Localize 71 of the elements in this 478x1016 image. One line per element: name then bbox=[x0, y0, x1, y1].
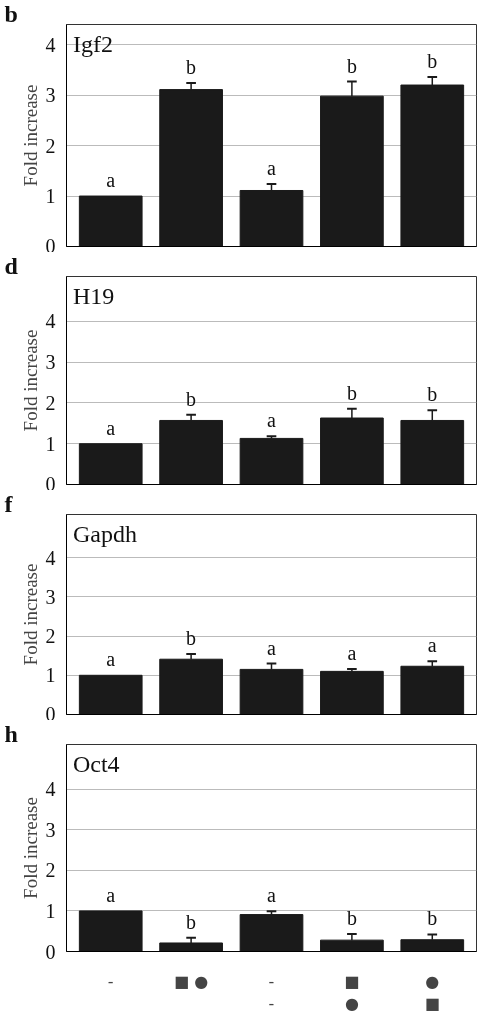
data-label: b bbox=[186, 387, 197, 410]
bar bbox=[159, 419, 223, 485]
bar bbox=[239, 914, 304, 952]
y-tick-label: 4 bbox=[45, 33, 56, 56]
y-tick-label: 3 bbox=[45, 818, 56, 841]
y-axis-title: Fold increase bbox=[19, 797, 41, 899]
data-label: a bbox=[267, 409, 277, 432]
bar bbox=[400, 665, 465, 715]
data-label: a bbox=[427, 634, 437, 657]
y-tick-label: 1 bbox=[45, 899, 56, 922]
chart-title: Oct4 bbox=[72, 750, 120, 777]
text: d bbox=[4, 252, 19, 279]
chart-title: Gapdh bbox=[72, 520, 137, 547]
data-label: b bbox=[427, 49, 438, 72]
text: f bbox=[4, 490, 14, 517]
bar bbox=[239, 437, 304, 485]
data-label: a bbox=[106, 169, 116, 192]
chart-title: H19 bbox=[72, 282, 115, 309]
bar bbox=[78, 443, 143, 485]
y-tick-label: 1 bbox=[45, 664, 56, 687]
y-tick-label: 3 bbox=[45, 585, 56, 608]
x-tick-label: - - bbox=[268, 971, 275, 1014]
data-label: b bbox=[427, 907, 438, 930]
data-label: b bbox=[346, 54, 357, 77]
y-tick-label: 0 bbox=[45, 234, 56, 257]
x-tick-label: - bbox=[107, 971, 114, 991]
y-tick-label: 1 bbox=[45, 185, 56, 208]
data-label: a bbox=[106, 648, 116, 671]
x-tick-label: ■ ● bbox=[174, 971, 209, 991]
chart-title: Igf2 bbox=[72, 30, 113, 57]
data-label: a bbox=[267, 636, 277, 659]
bar bbox=[78, 195, 143, 247]
bar bbox=[320, 670, 384, 715]
y-tick-label: 0 bbox=[45, 940, 56, 963]
y-tick-label: 0 bbox=[45, 702, 56, 725]
data-label: a bbox=[106, 416, 116, 439]
bar bbox=[320, 939, 384, 952]
y-tick-label: 2 bbox=[45, 391, 56, 414]
y-tick-label: 0 bbox=[45, 472, 56, 495]
y-tick-label: 3 bbox=[45, 351, 56, 374]
data-label: a bbox=[267, 156, 277, 179]
y-axis-title: Fold increase bbox=[19, 563, 41, 666]
data-label: b bbox=[186, 56, 197, 79]
data-label: b bbox=[427, 383, 438, 406]
data-label: b bbox=[346, 381, 357, 404]
data-label: a bbox=[347, 642, 357, 665]
text: b bbox=[4, 0, 18, 27]
y-tick-label: 4 bbox=[45, 778, 56, 801]
text: h bbox=[4, 720, 18, 747]
bar bbox=[78, 910, 143, 952]
y-tick-label: 2 bbox=[45, 625, 56, 648]
data-label: a bbox=[267, 884, 277, 907]
bar bbox=[239, 668, 304, 715]
y-tick-label: 4 bbox=[45, 310, 56, 333]
bar bbox=[159, 658, 223, 715]
data-label: b bbox=[346, 907, 357, 930]
data-label: b bbox=[186, 910, 197, 933]
y-axis-title: Fold increase bbox=[19, 84, 41, 187]
data-label: a bbox=[106, 883, 116, 906]
y-tick-label: 3 bbox=[45, 84, 56, 107]
bar bbox=[159, 942, 223, 952]
y-tick-label: 2 bbox=[45, 859, 56, 882]
x-tick-label: ● ■ bbox=[424, 971, 440, 1014]
y-tick-label: 1 bbox=[45, 432, 56, 455]
y-tick-label: 4 bbox=[45, 546, 56, 569]
x-tick-label: ■ ● bbox=[344, 971, 360, 1014]
y-axis-title: Fold increase bbox=[19, 329, 41, 432]
data-label: b bbox=[186, 627, 197, 650]
y-tick-label: 2 bbox=[45, 134, 56, 157]
bar bbox=[78, 674, 143, 715]
bar bbox=[400, 939, 465, 952]
